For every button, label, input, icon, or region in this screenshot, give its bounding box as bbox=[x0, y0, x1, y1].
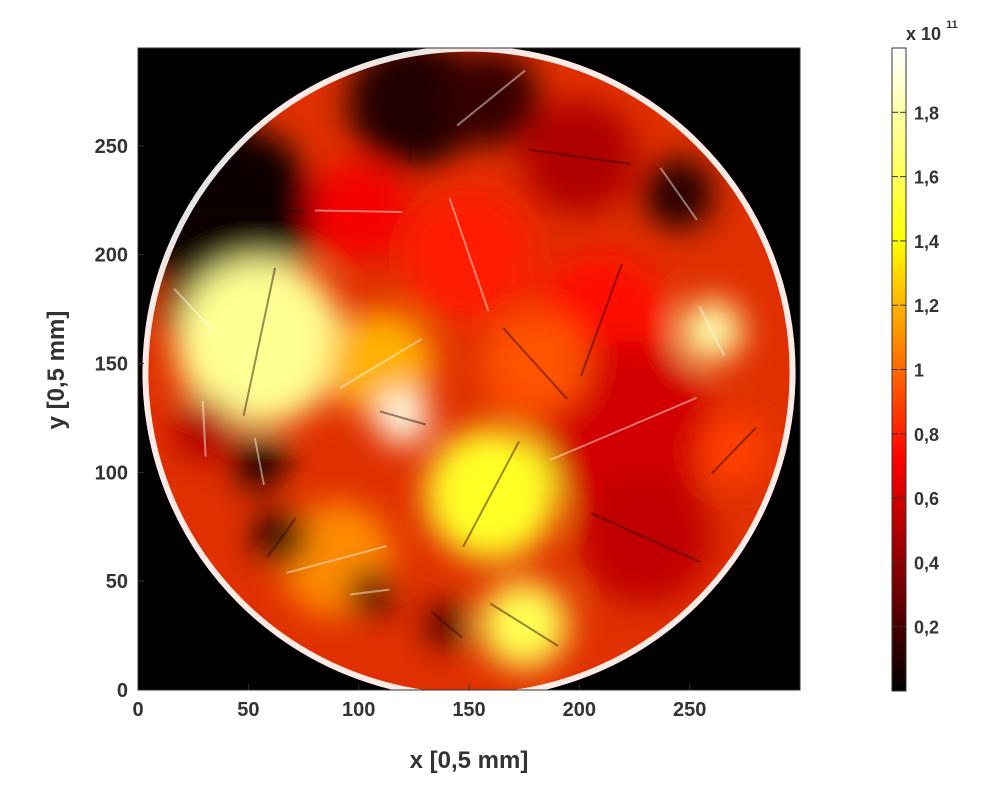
x-tick-label: 200 bbox=[563, 699, 596, 721]
colorbar-tick-label: 1,8 bbox=[914, 103, 939, 123]
field-rim bbox=[142, 48, 796, 690]
x-tick-label: 50 bbox=[237, 699, 259, 721]
texture-streak bbox=[698, 305, 726, 357]
x-tick-label: 250 bbox=[673, 699, 706, 721]
heat-region bbox=[482, 310, 589, 417]
texture-streak bbox=[286, 545, 387, 574]
texture-streak bbox=[201, 401, 207, 457]
heat-region bbox=[402, 188, 536, 321]
texture-streak bbox=[173, 288, 213, 331]
heat-region bbox=[680, 300, 743, 362]
colorbar-exponent: x 10 11 bbox=[906, 19, 958, 44]
texture-streak bbox=[339, 338, 423, 389]
texture-streak bbox=[253, 437, 265, 486]
heat-region bbox=[424, 602, 469, 647]
colorbar-tick-label: 1,4 bbox=[914, 232, 939, 252]
y-tick-label: 0 bbox=[117, 680, 128, 702]
colorbar-exponent-power: 11 bbox=[946, 19, 958, 31]
heat-region bbox=[521, 99, 637, 215]
colorbar-exponent-base: x 10 bbox=[906, 24, 941, 44]
texture-streak bbox=[456, 69, 526, 127]
texture-streak bbox=[590, 512, 701, 563]
heat-region bbox=[480, 580, 569, 669]
colorbar-tick-label: 0,6 bbox=[914, 489, 939, 509]
x-tick-label: 150 bbox=[452, 699, 485, 721]
heat-region bbox=[698, 415, 770, 486]
heat-region bbox=[442, 49, 540, 147]
texture-streak bbox=[314, 209, 403, 213]
x-tick-label: 0 bbox=[132, 699, 143, 721]
colorbar-tick-label: 0,8 bbox=[914, 425, 939, 445]
heat-region bbox=[347, 48, 481, 169]
colorbar-ticks: 0,2 0,4 0,6 0,8 1 1,2 1,4 1,6 1,8 bbox=[892, 103, 939, 638]
heat-region bbox=[232, 435, 286, 488]
texture-streak bbox=[408, 48, 419, 162]
heat-region bbox=[347, 570, 392, 615]
heat-region bbox=[327, 310, 434, 417]
texture-streak bbox=[462, 441, 520, 548]
x-tick-label: 100 bbox=[342, 699, 375, 721]
texture-streak bbox=[242, 267, 277, 416]
heat-region bbox=[310, 162, 408, 260]
heat-region bbox=[175, 257, 344, 426]
x-axis-label: x [0,5 mm] bbox=[410, 747, 529, 774]
y-tick-label: 250 bbox=[95, 136, 128, 158]
y-tick-label: 100 bbox=[95, 462, 128, 484]
colorbar-tick-label: 0,2 bbox=[914, 618, 939, 638]
texture-streak bbox=[528, 148, 631, 165]
texture-streak bbox=[349, 588, 390, 596]
texture-streak bbox=[266, 517, 297, 558]
colorbar-tick-label: 0,4 bbox=[914, 553, 939, 573]
heat-region bbox=[376, 391, 430, 445]
plot-area bbox=[138, 48, 800, 690]
y-tick-label: 150 bbox=[95, 354, 128, 376]
heat-region bbox=[643, 158, 714, 230]
texture-streak bbox=[711, 427, 757, 475]
heat-region bbox=[173, 397, 236, 460]
x-axis: 0 50 100 150 200 250 bbox=[132, 684, 706, 721]
heat-region bbox=[424, 427, 558, 561]
colorbar-tick-label: 1,6 bbox=[914, 168, 939, 188]
colorbar-tick-label: 1,2 bbox=[914, 296, 939, 316]
texture-streak bbox=[489, 602, 559, 647]
texture-streak bbox=[580, 263, 623, 377]
heat-region bbox=[254, 511, 308, 565]
texture-streak bbox=[659, 167, 698, 221]
y-tick-label: 50 bbox=[106, 571, 128, 593]
heat-region bbox=[579, 471, 712, 604]
y-axis-label: y [0,5 mm] bbox=[43, 311, 70, 430]
y-tick-label: 200 bbox=[95, 245, 128, 267]
texture-streak bbox=[431, 611, 463, 639]
colorbar-tick-label: 1 bbox=[914, 361, 924, 381]
colorbar: 0,2 0,4 0,6 0,8 1 1,2 1,4 1,6 1,8 x 10 11 bbox=[891, 19, 958, 692]
y-axis: 0 50 100 150 200 250 bbox=[95, 136, 144, 702]
texture-streak bbox=[448, 198, 490, 312]
texture-streak bbox=[379, 410, 426, 426]
texture-streak bbox=[502, 327, 568, 400]
texture-streak bbox=[549, 396, 697, 461]
